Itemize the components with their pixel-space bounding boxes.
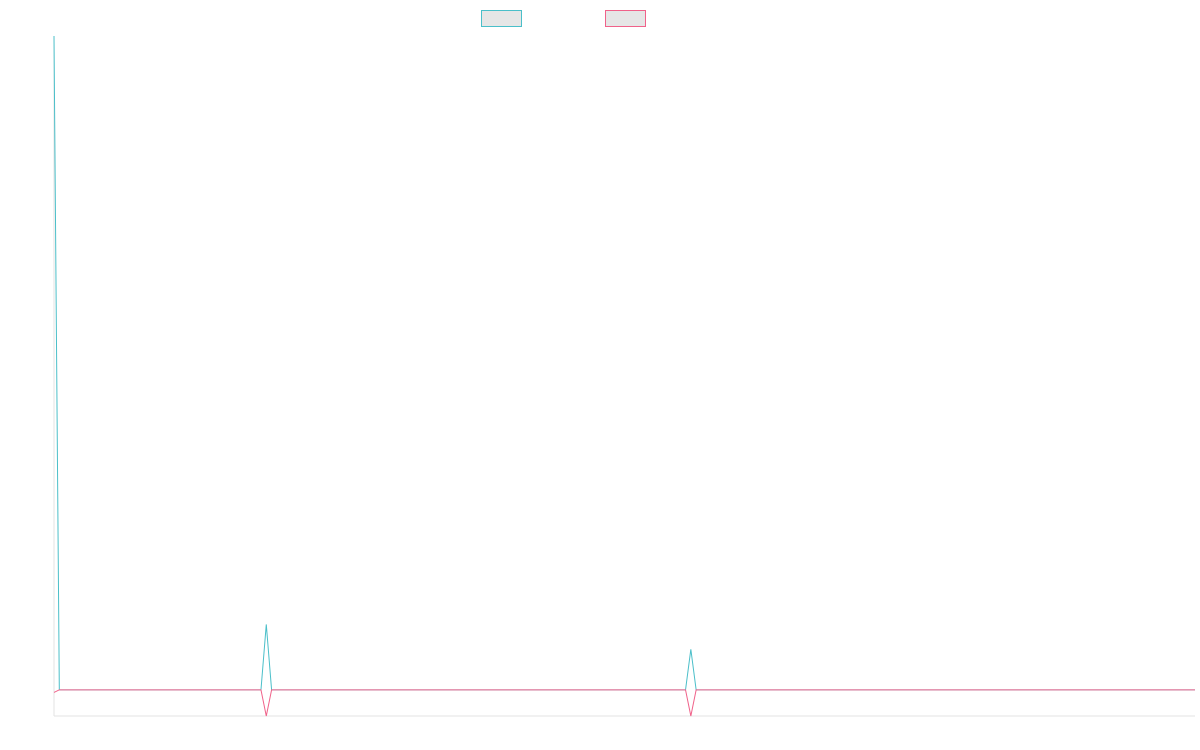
legend-swatch-1 [481, 10, 522, 27]
legend-swatch-2 [605, 10, 646, 27]
series-line-1 [53, 35, 1195, 691]
series-line-2 [53, 689, 1195, 717]
